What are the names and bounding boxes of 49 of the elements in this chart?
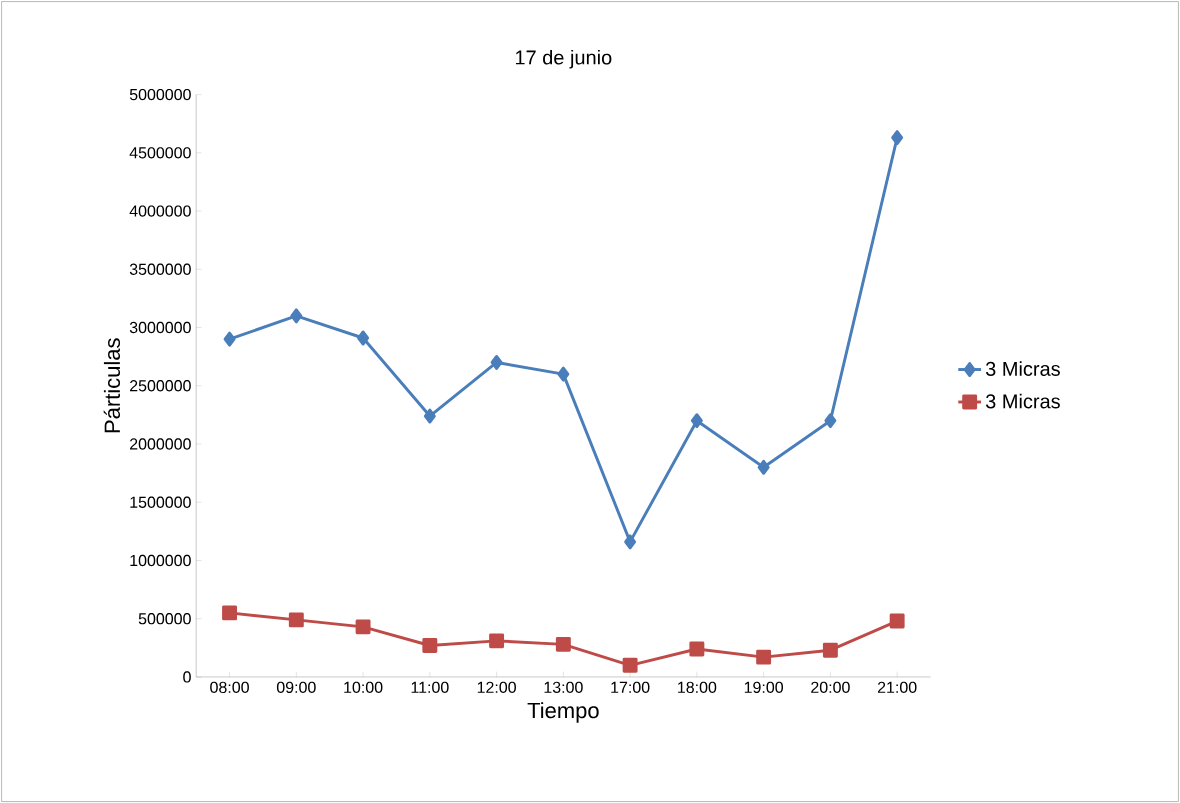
point — [355, 619, 371, 635]
y-tick-label: 5000000 — [129, 88, 191, 101]
x-tick-label: 11:00 — [411, 681, 449, 693]
point — [288, 612, 304, 628]
point — [422, 637, 438, 653]
point — [690, 413, 703, 429]
x-tick-label: 21:00 — [877, 681, 917, 693]
point — [290, 308, 303, 324]
x-tick-label: 13:00 — [544, 681, 583, 693]
point — [423, 408, 436, 424]
point — [757, 459, 770, 475]
chart-title: 17 de junio — [515, 49, 612, 69]
point — [891, 130, 904, 146]
x-tick-label: 17:00 — [611, 681, 650, 693]
y-tick-label: 1000000 — [130, 554, 191, 567]
point — [222, 605, 238, 621]
point — [624, 534, 637, 550]
legend-label: 3 Micras — [985, 393, 1060, 409]
x-tick-label: 18:00 — [678, 681, 717, 693]
x-tick-label: 09:00 — [276, 681, 316, 693]
y-tick-label: 2500000 — [130, 380, 191, 392]
point — [557, 366, 570, 382]
y-tick-label: 2000000 — [130, 438, 191, 450]
point — [822, 642, 838, 658]
point — [622, 657, 638, 673]
x-axis-title: Tiempo — [527, 702, 599, 723]
y-tick-label: 500000 — [138, 612, 191, 625]
point — [555, 636, 571, 652]
x-tick-label: 19:00 — [744, 681, 784, 693]
y-tick-label: 4000000 — [129, 205, 191, 217]
point — [490, 354, 503, 370]
point — [689, 641, 705, 657]
y-tick-label: 0 — [183, 671, 191, 683]
point — [824, 413, 837, 429]
point — [357, 330, 370, 346]
point — [489, 633, 505, 649]
point — [889, 613, 905, 629]
point — [756, 649, 772, 665]
x-tick-label: 08:00 — [210, 681, 249, 693]
y-tick-label: 3000000 — [129, 321, 191, 334]
y-tick-label: 1500000 — [130, 496, 191, 508]
y-tick-label: 4500000 — [129, 147, 191, 159]
point — [223, 331, 236, 347]
y-tick-label: 3500000 — [129, 263, 191, 275]
x-tick-label: 10:00 — [344, 681, 383, 693]
legend-label: 3 Micras — [985, 361, 1060, 376]
y-axis-title: Párticulas — [103, 338, 121, 433]
x-tick-label: 20:00 — [811, 681, 850, 693]
x-tick-label: 12:00 — [477, 681, 516, 693]
